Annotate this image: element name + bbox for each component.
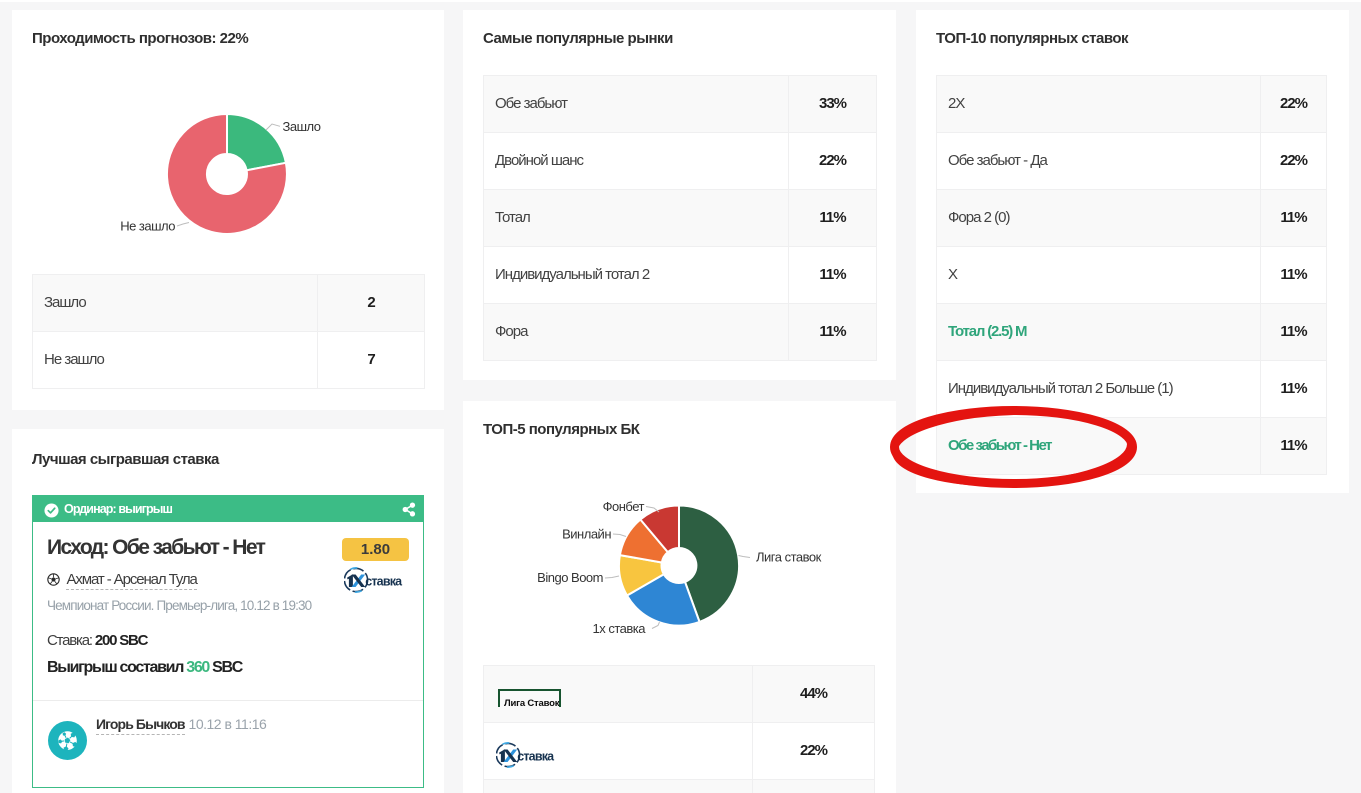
svg-text:Винлайн: Винлайн [562, 527, 611, 542]
svg-text:Лига ставок: Лига ставок [756, 550, 822, 565]
svg-text:1x ставка: 1x ставка [593, 621, 647, 636]
svg-text:ставка: ставка [517, 749, 555, 763]
svg-text:Не зашло: Не зашло [120, 219, 175, 234]
svg-text:ставка: ставка [365, 574, 403, 588]
svg-text:Фонбет: Фонбет [603, 499, 645, 514]
svg-text:Зашло: Зашло [283, 119, 321, 134]
svg-text:Bingo Boom: Bingo Boom [537, 570, 603, 585]
